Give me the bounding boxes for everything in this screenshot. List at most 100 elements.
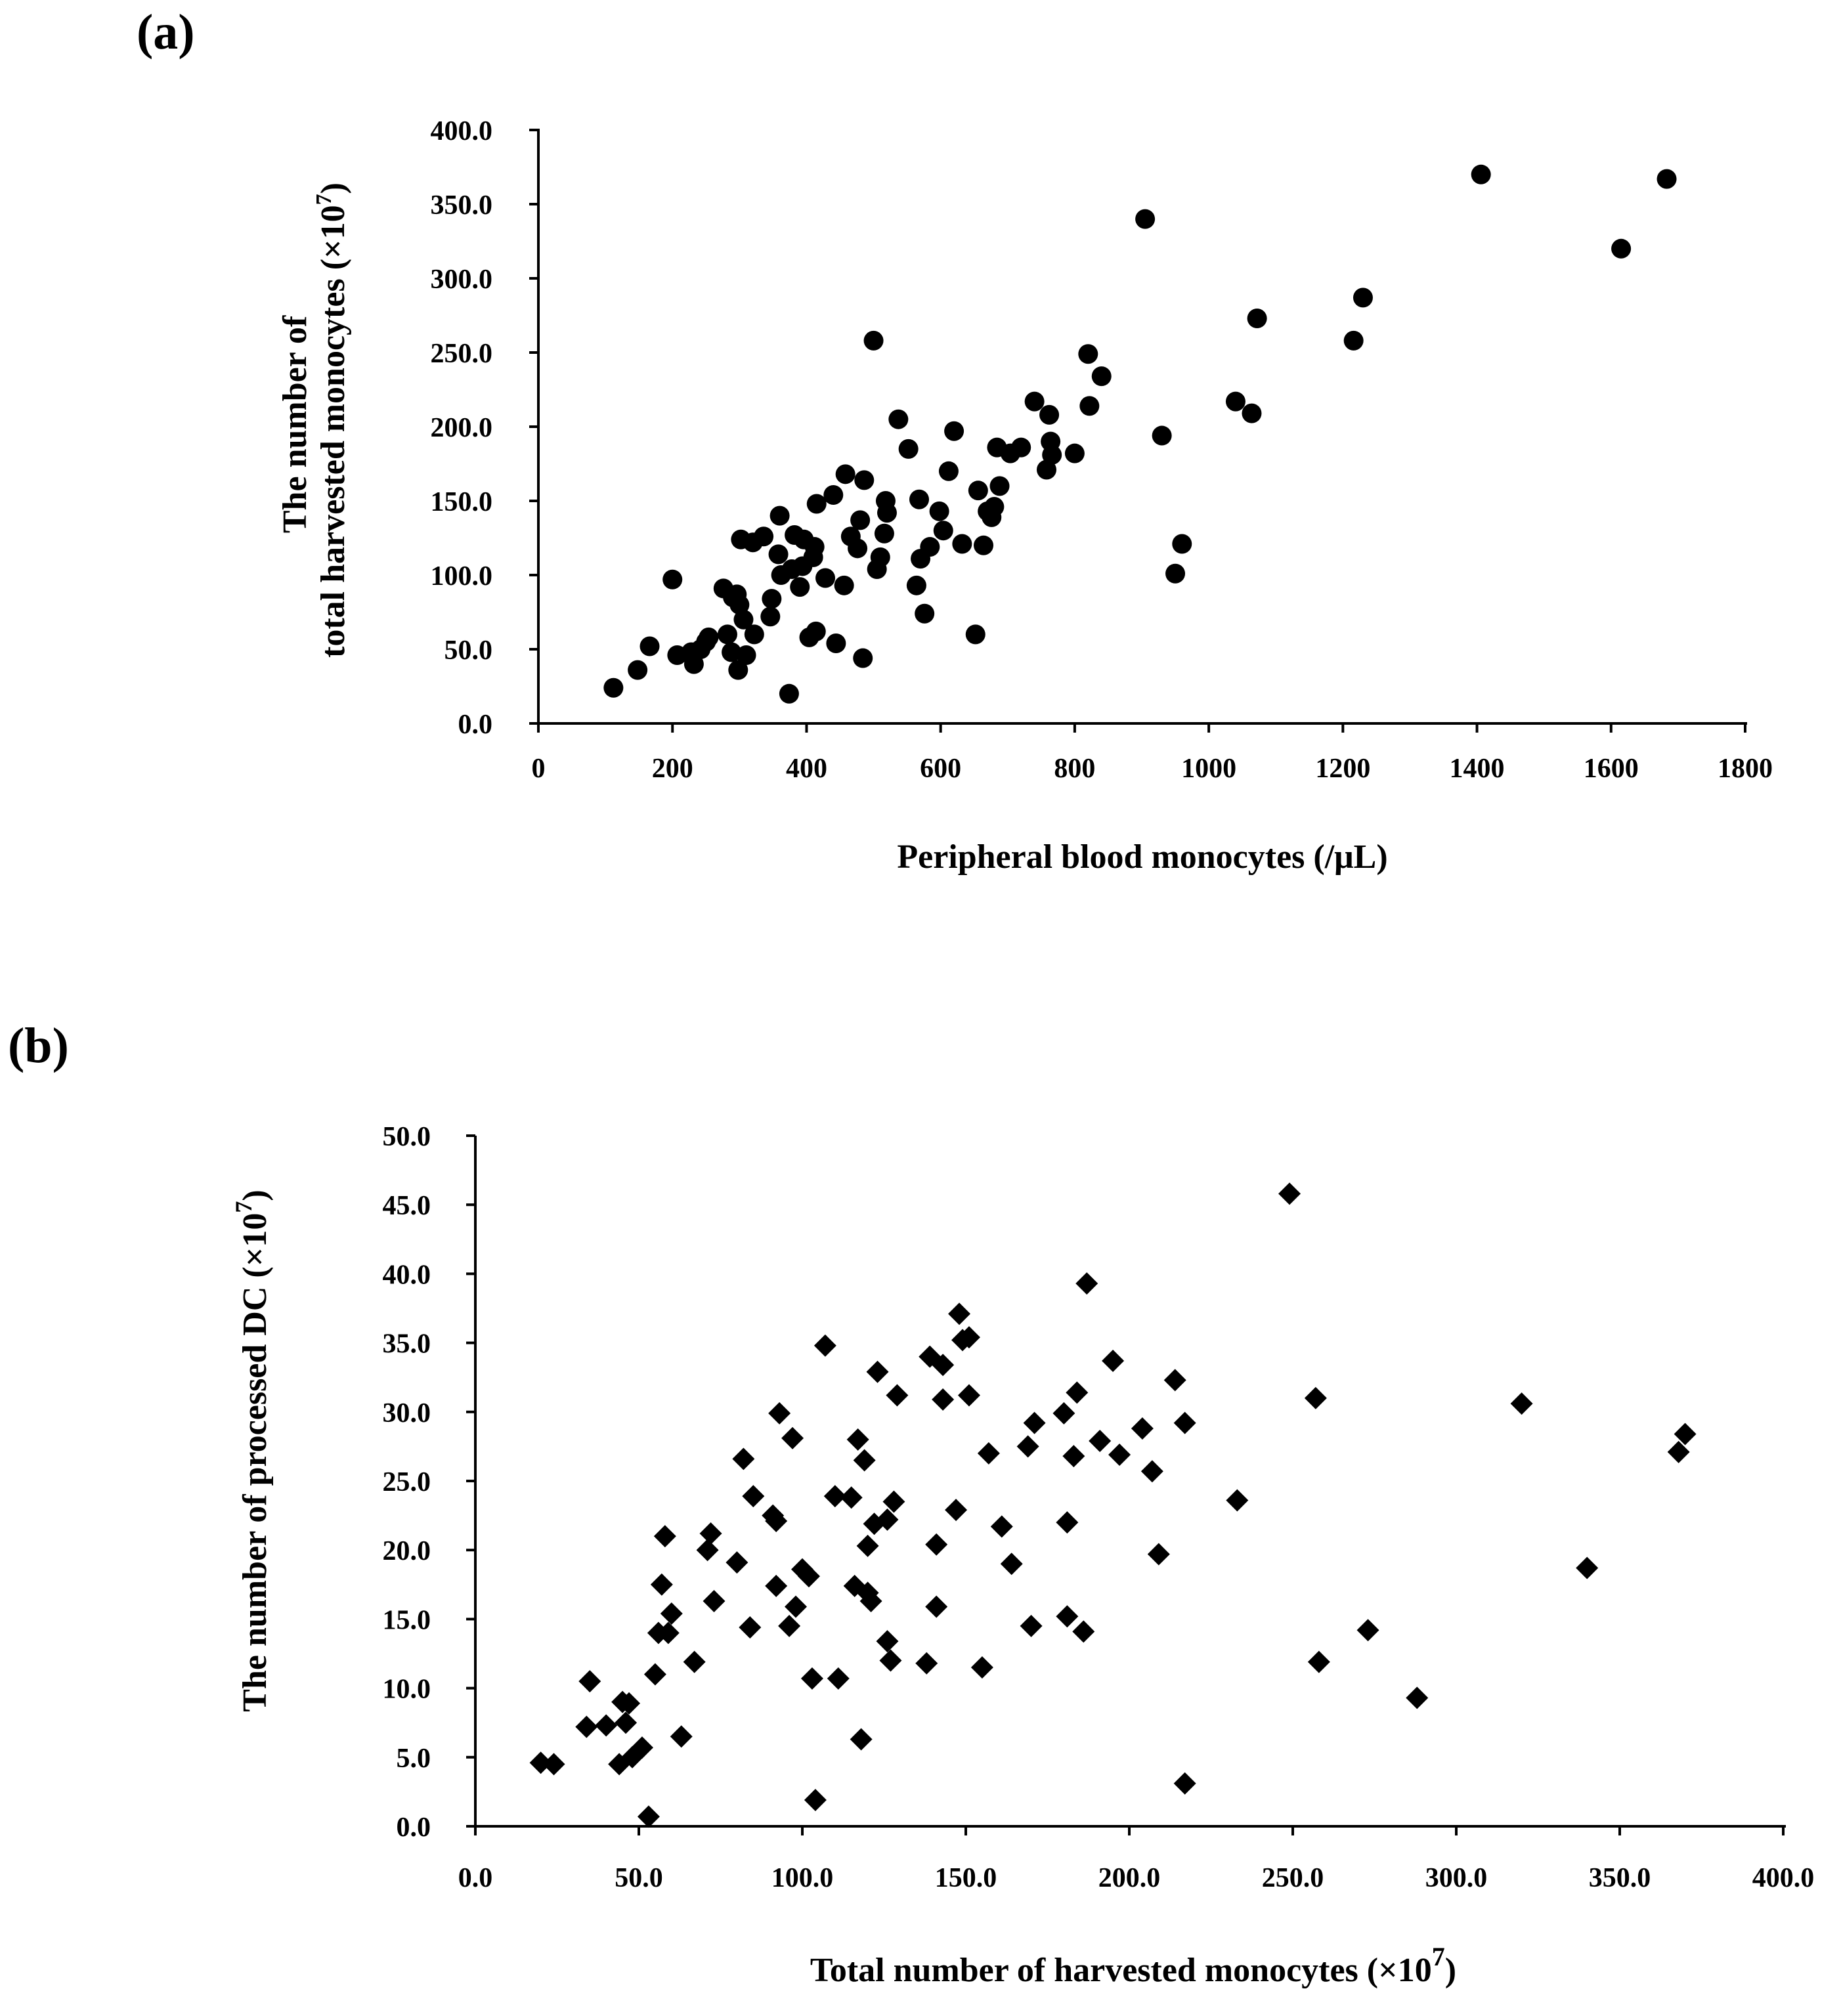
chart-a-data-point (729, 595, 750, 615)
chart-a-data-point (968, 481, 988, 501)
chart-a-y-tick-label: 300.0 (431, 265, 493, 295)
chart-a-y-tick-label: 150.0 (431, 487, 493, 517)
chart-b-data-point (1304, 1386, 1327, 1409)
chart-b-x-tick-label: 50.0 (615, 1863, 663, 1893)
chart-b-data-point (823, 1485, 846, 1508)
chart-b-data-point (846, 1428, 869, 1451)
chart-b-data-point (765, 1510, 788, 1533)
chart-b-y-tick-label: 35.0 (383, 1329, 431, 1360)
chart-b-data-point (726, 1551, 748, 1574)
chart-b-data-point (1000, 1553, 1023, 1576)
chart-b-y-axis-title-close: ) (236, 1190, 274, 1201)
chart-a-y-axis-title-line2: total harvested monocytes (×10 (314, 205, 352, 658)
chart-b-data-point (1510, 1392, 1533, 1415)
chart-b-data-point (827, 1667, 850, 1690)
chart-b-data-point (800, 1667, 823, 1690)
chart-b-data-point (1089, 1429, 1112, 1452)
chart-a-data-point (929, 501, 949, 521)
chart-a-data-point (974, 535, 994, 555)
chart-a-data-point (906, 575, 926, 595)
chart-a-data-point (639, 636, 660, 656)
chart-b-data-point (1406, 1686, 1429, 1709)
chart-a-x-tick-label: 1800 (1718, 754, 1773, 784)
chart-b-data-point (657, 1621, 680, 1644)
chart-b: 0.0 5.0 10.0 15.0 20.0 25.0 30.0 35.0 40.0 45.0 50… (230, 1122, 1814, 1989)
chart-b-data-point (804, 1789, 827, 1812)
chart-b-data-point (957, 1384, 980, 1407)
chart-a-x-tick-label: 1600 (1584, 754, 1639, 784)
chart-b-data-point (1674, 1423, 1697, 1446)
chart-b-data-point (853, 1449, 876, 1472)
chart-a-data-point (863, 330, 884, 351)
chart-a-data-point (1011, 437, 1031, 458)
chart-a-data-point (915, 603, 935, 624)
chart-b-y-tick-label: 50.0 (383, 1122, 431, 1152)
chart-a-data-point (1079, 396, 1100, 416)
chart-b-data-point (575, 1715, 598, 1738)
chart-b-y-tick-label: 30.0 (383, 1398, 431, 1428)
chart-a-data-point (1024, 391, 1045, 412)
chart-b-data-point (1108, 1444, 1131, 1467)
chart-a-data-point (920, 537, 940, 557)
chart-a-data-point (952, 534, 972, 554)
chart-b-x-tick-label: 400.0 (1752, 1863, 1815, 1893)
chart-b-x-tick-label: 0.0 (458, 1863, 493, 1893)
chart-b-data-point (595, 1714, 618, 1737)
chart-b-data-point (1020, 1614, 1043, 1637)
chart-a-x-tick-label: 600 (920, 754, 961, 784)
chart-b-data-point (1307, 1650, 1330, 1673)
chart-b-data-point (1075, 1272, 1098, 1295)
chart-b-x-tick-label: 250.0 (1262, 1863, 1324, 1893)
chart-b-data-point (765, 1574, 788, 1597)
chart-a-data-point (984, 497, 1005, 517)
chart-b-x-axis-title-sym: ×10 (1378, 1952, 1432, 1989)
chart-b-data-point (879, 1649, 902, 1672)
chart-a-y-tick-label: 400.0 (431, 116, 493, 146)
chart-a-data-point (1247, 309, 1267, 329)
chart-b-y-tick-label: 40.0 (383, 1260, 431, 1290)
chart-b-x-tick-label: 200.0 (1098, 1863, 1161, 1893)
chart-b-data-point (703, 1590, 726, 1613)
chart-b-data-point (660, 1602, 683, 1625)
chart-b-data-point (1072, 1620, 1095, 1643)
chart-b-data-point (1052, 1402, 1075, 1425)
chart-b-data-point (876, 1630, 899, 1653)
chart-a-y-tick-label: 250.0 (431, 339, 493, 369)
chart-a-data-point (909, 489, 929, 509)
chart-b-data-point (1140, 1460, 1163, 1483)
chart-b-data-point (840, 1486, 863, 1509)
chart-a-data-point (823, 484, 844, 505)
chart-a-data-point (1064, 443, 1085, 463)
chart-b-x-tick-label: 100.0 (771, 1863, 834, 1893)
chart-b-data-point (977, 1442, 1000, 1465)
chart-b-data-point (1016, 1435, 1039, 1458)
chart-a-data-point (870, 547, 890, 567)
chart-b-data-point (932, 1354, 955, 1377)
chart-a-data-point (1152, 425, 1172, 446)
chart-b-data-point (637, 1805, 660, 1828)
chart-a-y-tick-label: 350.0 (431, 190, 493, 221)
chart-b-data-point (915, 1652, 938, 1675)
chart-a-data-point (1039, 404, 1060, 425)
chart-b-data-point (739, 1616, 762, 1639)
chart-a-x-tick-label: 0 (532, 754, 546, 784)
chart-b-data-point (866, 1360, 889, 1383)
chart-b-data-point (615, 1711, 638, 1734)
chart-b-data-point (957, 1326, 980, 1349)
chart-a-data-point (1343, 330, 1364, 351)
chart-a-x-tick-label: 200 (652, 754, 693, 784)
chart-a-data-point (874, 523, 894, 544)
chart-a-data-point (1353, 288, 1373, 308)
chart-b-data-point (886, 1384, 909, 1407)
chart-b-x-axis-title-close: ) (1445, 1952, 1456, 1989)
chart-b-data-point (778, 1614, 801, 1637)
chart-a-data-point (628, 660, 648, 680)
chart-a-data-point (848, 538, 868, 559)
chart-b-data-point (785, 1595, 808, 1618)
chart-b-data-point (643, 1663, 666, 1686)
chart-b-data-point (1163, 1369, 1186, 1392)
chart-b-data-point (732, 1448, 755, 1470)
chart-a-data-point (662, 569, 683, 590)
chart-a-data-point (877, 503, 897, 523)
chart-b-data-point (1226, 1489, 1249, 1512)
